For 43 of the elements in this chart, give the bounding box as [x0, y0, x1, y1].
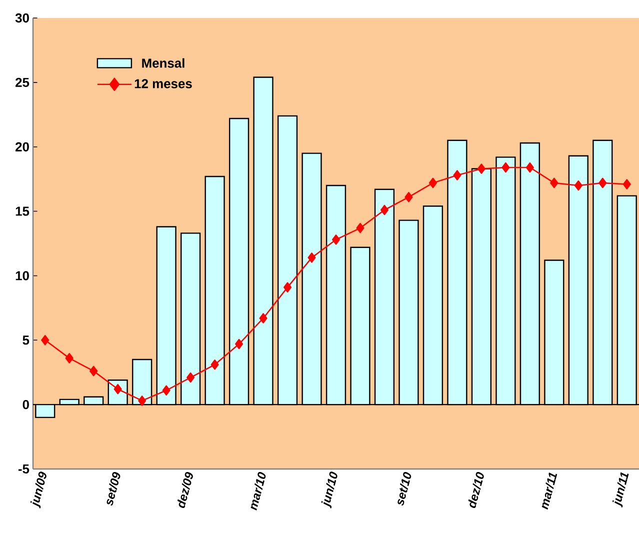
legend-label: Mensal: [142, 58, 184, 68]
point: [235, 338, 244, 350]
x-tick-label: mar/10: [250, 472, 266, 511]
x-tick-label: dez/09: [177, 472, 193, 508]
y-tick-label: 5: [22, 336, 30, 345]
point: [574, 180, 582, 191]
y-tick-label: 25: [16, 78, 30, 88]
point: [477, 164, 486, 174]
x-tick-label: set/09: [106, 472, 120, 506]
point: [526, 162, 534, 173]
legend-label: 12 meses: [134, 79, 192, 88]
point: [598, 178, 607, 188]
y-tick-label: 15: [16, 206, 30, 216]
point: [308, 252, 316, 263]
x-tick-label: jun/11: [612, 472, 629, 508]
point: [90, 366, 98, 376]
y-tick-label: 10: [16, 271, 29, 280]
x-tick-label: mar/11: [542, 472, 558, 510]
point: [453, 170, 462, 180]
point: [186, 372, 195, 383]
point: [162, 385, 170, 396]
point: [332, 234, 340, 245]
point: [550, 178, 558, 188]
point: [404, 192, 413, 202]
x-tick-label: jun/10: [321, 472, 338, 508]
y-tick-label: 20: [16, 142, 29, 152]
y-tick-label: -5: [18, 464, 30, 474]
x-tick-label: set/10: [398, 472, 412, 506]
x-tick-label: dez/10: [468, 472, 484, 508]
point: [65, 353, 74, 364]
point: [259, 313, 268, 324]
point: [502, 162, 510, 173]
point: [356, 222, 364, 234]
point: [41, 334, 50, 346]
point: [380, 204, 389, 216]
point: [428, 178, 437, 188]
y-tick-label: 30: [15, 13, 29, 23]
point: [210, 359, 219, 370]
point: [284, 282, 292, 292]
point: [138, 396, 146, 406]
point: [622, 179, 631, 190]
x-tick-label: jun/09: [30, 472, 46, 508]
y-tick-label: 0: [22, 400, 29, 410]
